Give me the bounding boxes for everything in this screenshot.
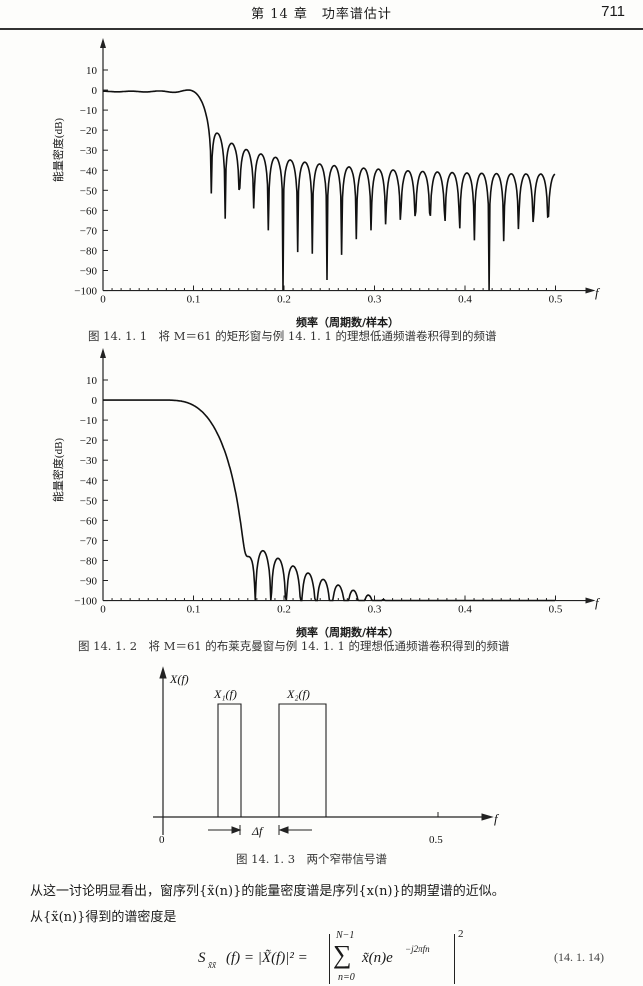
x-tick-label: 0.4 xyxy=(458,294,472,306)
y-tick-label: −80 xyxy=(80,245,98,257)
equation-14-1-14: S x̃x̃ (f) = |X̃(f)|² = N−1 ∑ n=0 x̃(n)e… xyxy=(198,928,618,984)
figure-1-rectangular-window: 能量密度(dB) f 0 0.1 0.2 0.3 0.4 0.5 10 0 −10 −20 −30 −… xyxy=(51,38,601,306)
x-axis-label: f xyxy=(494,811,500,826)
y-tick-label: −50 xyxy=(80,495,98,507)
x-tick-label: 0.1 xyxy=(187,294,201,306)
eq-subscript: x̃x̃ xyxy=(208,960,216,970)
x-tick-label: 0 xyxy=(100,294,106,306)
x-tick-label: 0.5 xyxy=(549,604,563,616)
abs-bar-right xyxy=(454,934,455,984)
arrowhead-icon xyxy=(278,826,289,834)
spectrum-curve xyxy=(103,89,556,291)
band-x1 xyxy=(217,703,242,817)
x-axis-arrow-label: f xyxy=(595,285,601,300)
x-tick-label: 0 xyxy=(100,604,106,616)
figure-caption-2: 图 14. 1. 2 将 M＝61 的布莱克曼窗与例 14. 1. 1 的理想低… xyxy=(78,639,510,653)
header-rule xyxy=(0,28,643,30)
y-tick-label: −100 xyxy=(74,596,97,608)
x-axis-arrow-icon xyxy=(481,813,494,821)
y-axis-label: 能量密度(dB) xyxy=(51,438,65,502)
y-tick-label: −90 xyxy=(80,576,98,588)
x-tick-label: 0.5 xyxy=(549,294,563,306)
page-number: 711 xyxy=(601,3,625,20)
paragraph-1: 从这一讨论明显看出，窗序列{x̃(n)}的能量密度谱是序列{x(n)}的期望谱的… xyxy=(30,884,505,899)
eq-exponent: −j2πfn xyxy=(405,944,430,954)
y-tick-label: −70 xyxy=(80,535,98,547)
y-axis-label: X(f) xyxy=(169,672,189,686)
eq-lhs: S xyxy=(198,950,206,966)
x-tick-label: 0.2 xyxy=(277,604,291,616)
x-axis-arrow-icon xyxy=(585,287,596,294)
band-x2 xyxy=(278,703,327,817)
y-tick-label: 0 xyxy=(92,85,98,97)
x-axis-label: 频率（周期数/样本） xyxy=(296,626,400,639)
running-header-title: 第 14 章 功率谱估计 xyxy=(251,7,392,22)
spectrum-curve xyxy=(103,399,555,602)
y-tick-label: 0 xyxy=(92,395,98,407)
origin-label: 0 xyxy=(159,834,165,846)
y-tick-label: −40 xyxy=(80,165,98,177)
y-axis-label: 能量密度(dB) xyxy=(51,118,65,182)
x-axis-arrow-icon xyxy=(585,597,596,604)
eq-square: 2 xyxy=(458,928,464,940)
arrowhead-icon xyxy=(231,826,242,834)
x-axis-arrow-label: f xyxy=(595,595,601,610)
eq-middle: (f) = |X̃(f)|² = xyxy=(226,950,308,966)
y-tick-label: −10 xyxy=(80,105,98,117)
y-tick-label: −50 xyxy=(80,185,98,197)
y-axis-arrow-icon xyxy=(159,666,167,679)
y-tick-label: −20 xyxy=(80,125,98,137)
eq-term: x̃(n)e xyxy=(362,950,393,966)
delta-f-label: Δf xyxy=(251,824,264,838)
y-tick-label: 10 xyxy=(86,65,98,77)
y-tick-label: −60 xyxy=(80,205,98,217)
sum-lower-limit: n=0 xyxy=(338,972,355,983)
y-tick-label: −60 xyxy=(80,515,98,527)
abs-bar-left xyxy=(329,934,330,984)
x-tick-label: 0.3 xyxy=(368,294,382,306)
figure-2-blackman-window: 能量密度(dB) f 0 0.1 0.2 0.3 0.4 0.5 10 0 −10 −20 −30 −… xyxy=(51,348,601,616)
x-tick-label: 0.4 xyxy=(458,604,472,616)
figure-3-narrowband-spectra: X(f) X₁(f) X₂(f) f Δf 0 0.5 xyxy=(153,666,500,846)
y-axis-arrow-icon xyxy=(100,348,106,358)
figure-caption-1: 图 14. 1. 1 将 M＝61 的矩形窗与例 14. 1. 1 的理想低通频… xyxy=(88,329,497,343)
y-tick-label: −20 xyxy=(80,435,98,447)
y-tick-label: −70 xyxy=(80,225,98,237)
x1-label: X₁(f) xyxy=(213,687,237,701)
equation-number: (14. 1. 14) xyxy=(554,950,604,964)
y-tick-label: −30 xyxy=(80,455,98,467)
y-tick-label: −100 xyxy=(74,286,97,298)
y-tick-label: −80 xyxy=(80,555,98,567)
sum-symbol: ∑ xyxy=(333,940,352,969)
sum-upper-limit: N−1 xyxy=(336,930,355,941)
x2-label: X₂(f) xyxy=(286,687,310,701)
figure-caption-3: 图 14. 1. 3 两个窄带信号谱 xyxy=(236,852,388,866)
y-tick-label: −90 xyxy=(80,266,98,278)
tick-label-0.5: 0.5 xyxy=(429,834,443,846)
y-axis-arrow-icon xyxy=(100,38,106,48)
y-tick-label: −40 xyxy=(80,475,98,487)
x-tick-label: 0.3 xyxy=(368,604,382,616)
y-tick-label: −10 xyxy=(80,415,98,427)
paragraph-2: 从{x̃(n)}得到的谱密度是 xyxy=(30,910,177,925)
x-tick-label: 0.2 xyxy=(277,294,291,306)
y-tick-label: 10 xyxy=(86,375,98,387)
x-tick-label: 0.1 xyxy=(187,604,201,616)
x-axis-label: 频率（周期数/样本） xyxy=(296,316,400,329)
y-tick-label: −30 xyxy=(80,145,98,157)
